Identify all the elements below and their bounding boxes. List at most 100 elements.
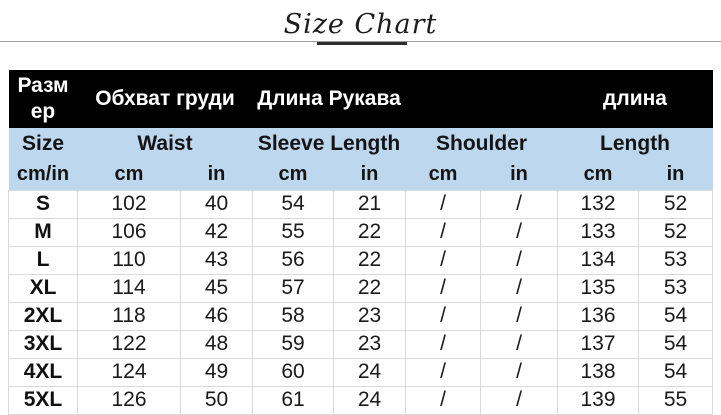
value-cell: 136 bbox=[557, 301, 640, 331]
value-cell: 43 bbox=[180, 245, 253, 275]
value-cell: 46 bbox=[180, 301, 253, 331]
unit-waist-in: in bbox=[180, 160, 253, 190]
table-row: S 102 40 54 21//132 52 bbox=[8, 189, 714, 219]
value-cell: 110 bbox=[77, 245, 181, 275]
value-cell: / bbox=[405, 357, 482, 387]
size-table-body: S 102 40 54 21//132 52 M 106 42 55 22//133 52 L 110 43… bbox=[8, 189, 714, 415]
value-cell: / bbox=[480, 357, 559, 387]
value-cell: 139 bbox=[557, 385, 640, 415]
table-row: M 106 42 55 22//133 52 bbox=[8, 217, 714, 247]
size-cell: S bbox=[8, 189, 78, 219]
value-cell: 54 bbox=[638, 301, 714, 331]
header-row-russian: Размер Обхват груди Длина Рукава длина bbox=[8, 70, 713, 128]
table-row: XL 114 45 57 22//135 53 bbox=[8, 273, 714, 303]
page-title: Size Chart bbox=[283, 9, 438, 40]
value-cell: / bbox=[480, 301, 559, 331]
header-en-size: Size bbox=[8, 128, 78, 160]
value-cell: 23 bbox=[332, 301, 407, 331]
title-rule-line bbox=[0, 41, 721, 42]
value-cell: / bbox=[480, 385, 559, 415]
value-cell: 22 bbox=[332, 217, 407, 247]
value-cell: / bbox=[480, 329, 559, 359]
value-cell: 21 bbox=[332, 189, 407, 219]
size-cell: 3XL bbox=[8, 329, 78, 359]
value-cell: 53 bbox=[638, 273, 714, 303]
value-cell: 56 bbox=[252, 245, 334, 275]
header-en-shoulder: Shoulder bbox=[405, 128, 558, 160]
header-row-units: cm/in cm in cm in cm in cm in bbox=[8, 160, 713, 190]
size-chart-table: Размер Обхват груди Длина Рукава длина S… bbox=[8, 70, 714, 415]
value-cell: / bbox=[405, 217, 482, 247]
unit-length-in: in bbox=[638, 160, 713, 190]
size-cell: XL bbox=[8, 273, 78, 303]
header-ru-shoulder bbox=[405, 70, 558, 128]
value-cell: / bbox=[405, 245, 482, 275]
value-cell: 22 bbox=[332, 245, 407, 275]
value-cell: 53 bbox=[638, 245, 714, 275]
table-row: 2XL 118 46 58 23//136 54 bbox=[8, 301, 714, 331]
value-cell: 102 bbox=[77, 189, 181, 219]
value-cell: / bbox=[405, 329, 482, 359]
header-ru-size: Размер bbox=[8, 70, 78, 128]
value-cell: 24 bbox=[332, 385, 407, 415]
value-cell: 24 bbox=[332, 357, 407, 387]
table-row: L 110 43 56 22//134 53 bbox=[8, 245, 714, 275]
value-cell: / bbox=[480, 245, 559, 275]
value-cell: 50 bbox=[180, 385, 253, 415]
value-cell: 55 bbox=[638, 385, 714, 415]
unit-shoulder-cm: cm bbox=[405, 160, 481, 190]
header-ru-length: длина bbox=[557, 70, 713, 128]
value-cell: / bbox=[480, 217, 559, 247]
value-cell: 54 bbox=[638, 329, 714, 359]
value-cell: 55 bbox=[252, 217, 334, 247]
size-cell: M bbox=[8, 217, 78, 247]
size-cell: 4XL bbox=[8, 357, 78, 387]
size-cell: 5XL bbox=[8, 385, 78, 415]
value-cell: 114 bbox=[77, 273, 181, 303]
value-cell: / bbox=[405, 385, 482, 415]
value-cell: 57 bbox=[252, 273, 334, 303]
unit-length-cm: cm bbox=[557, 160, 639, 190]
page-title-wrap: Size Chart bbox=[0, 0, 721, 41]
value-cell: 40 bbox=[180, 189, 253, 219]
header-en-sleeve-length: Sleeve Length bbox=[252, 128, 406, 160]
value-cell: 124 bbox=[77, 357, 181, 387]
header-ru-chest: Обхват груди bbox=[77, 70, 253, 128]
value-cell: 106 bbox=[77, 217, 181, 247]
title-underline bbox=[317, 42, 407, 45]
table-row: 4XL 124 49 60 24//138 54 bbox=[8, 357, 714, 387]
value-cell: 135 bbox=[557, 273, 640, 303]
value-cell: 23 bbox=[332, 329, 407, 359]
value-cell: 133 bbox=[557, 217, 640, 247]
value-cell: / bbox=[480, 189, 559, 219]
value-cell: 52 bbox=[638, 217, 714, 247]
value-cell: 61 bbox=[252, 385, 334, 415]
value-cell: 132 bbox=[557, 189, 640, 219]
value-cell: 48 bbox=[180, 329, 253, 359]
unit-sleeve-cm: cm bbox=[252, 160, 334, 190]
table-row: 5XL 126 50 61 24//139 55 bbox=[8, 385, 714, 415]
value-cell: 126 bbox=[77, 385, 181, 415]
value-cell: 118 bbox=[77, 301, 181, 331]
value-cell: 22 bbox=[332, 273, 407, 303]
size-cell: L bbox=[8, 245, 78, 275]
value-cell: 52 bbox=[638, 189, 714, 219]
value-cell: 54 bbox=[638, 357, 714, 387]
value-cell: 58 bbox=[252, 301, 334, 331]
value-cell: / bbox=[405, 301, 482, 331]
value-cell: 60 bbox=[252, 357, 334, 387]
value-cell: 54 bbox=[252, 189, 334, 219]
header-en-waist: Waist bbox=[77, 128, 253, 160]
value-cell: 42 bbox=[180, 217, 253, 247]
value-cell: 122 bbox=[77, 329, 181, 359]
value-cell: 45 bbox=[180, 273, 253, 303]
value-cell: 49 bbox=[180, 357, 253, 387]
table-row: 3XL 122 48 59 23//137 54 bbox=[8, 329, 714, 359]
value-cell: / bbox=[405, 189, 482, 219]
header-en-length: Length bbox=[557, 128, 713, 160]
value-cell: 137 bbox=[557, 329, 640, 359]
unit-waist-cm: cm bbox=[77, 160, 181, 190]
value-cell: 59 bbox=[252, 329, 334, 359]
header-row-english: Size Waist Sleeve Length Shoulder Length bbox=[8, 128, 713, 160]
